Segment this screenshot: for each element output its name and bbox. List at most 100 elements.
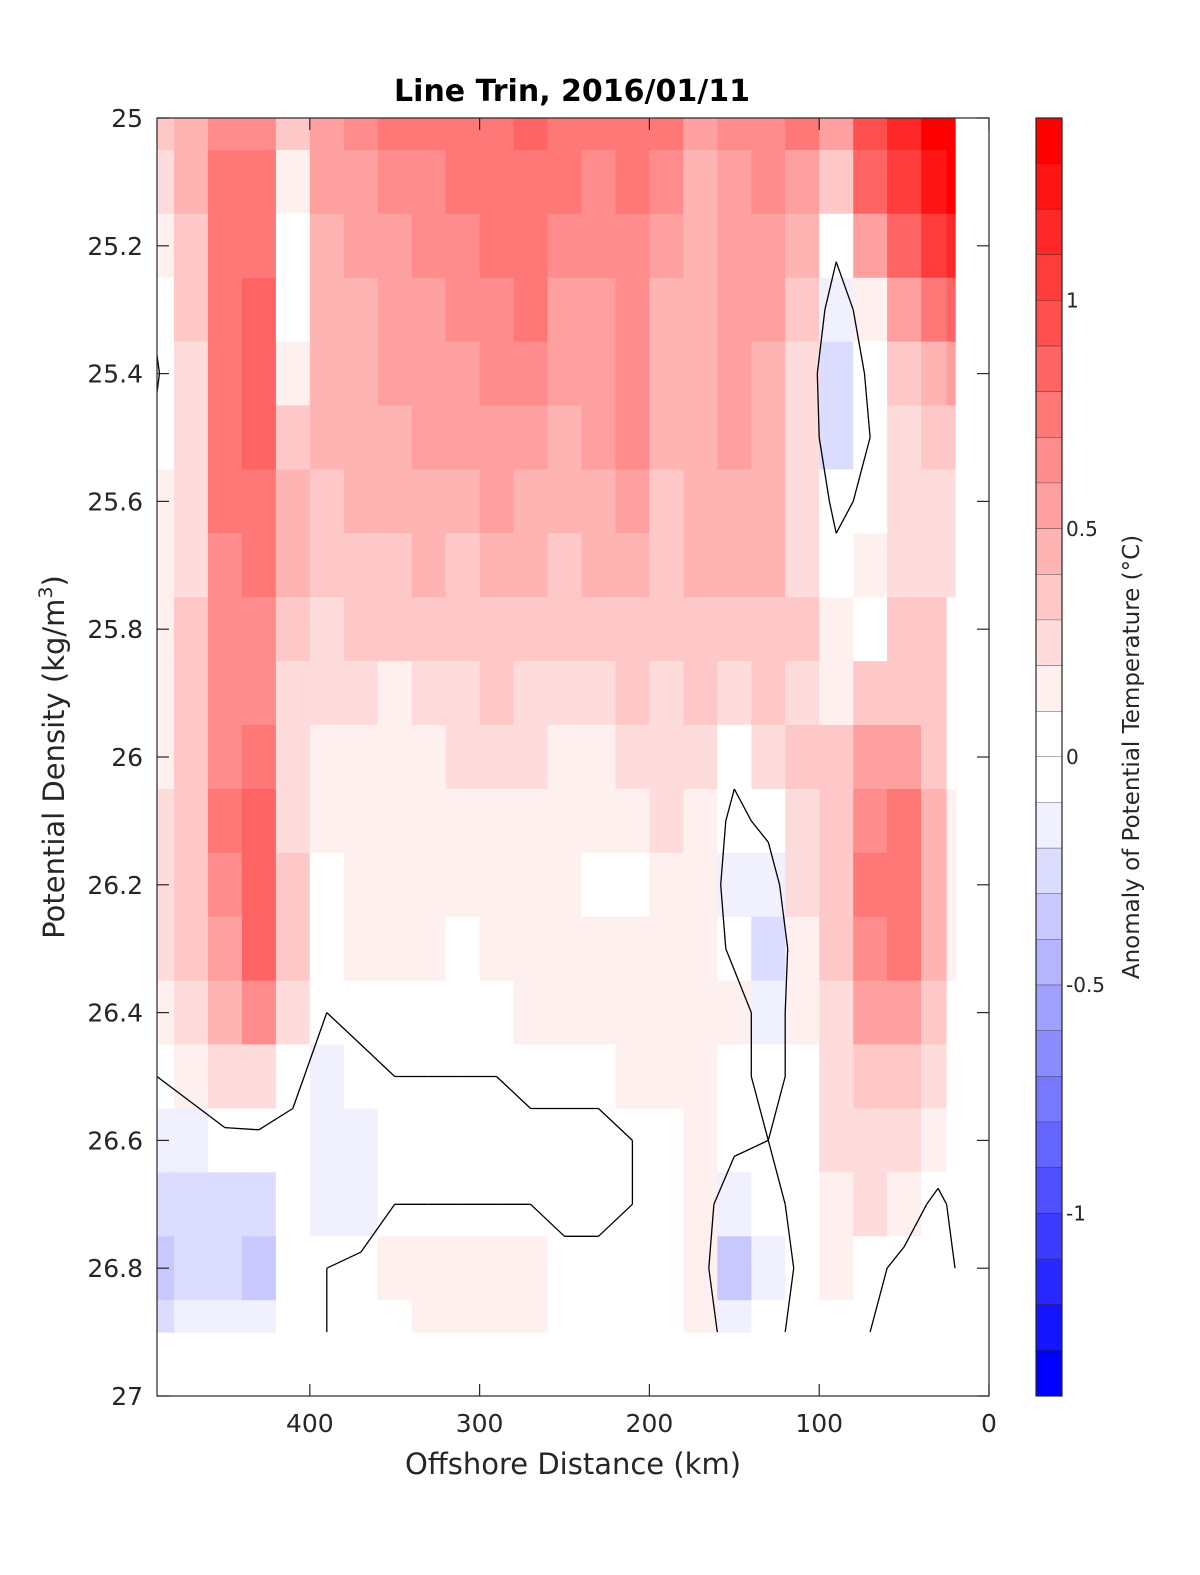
heatmap-cell (445, 661, 481, 726)
heatmap-cell (411, 852, 447, 918)
heatmap-cell (946, 405, 956, 470)
heatmap-cell (819, 533, 854, 598)
colorbar-band (1036, 209, 1062, 256)
heatmap-cell (819, 118, 854, 151)
contour-segment (784, 1268, 795, 1333)
heatmap-cell (581, 277, 617, 343)
heatmap-cell (887, 1172, 922, 1237)
heatmap-cell (377, 725, 413, 790)
colorbar-band (1036, 1030, 1062, 1077)
heatmap-cell (309, 469, 345, 534)
heatmap-cell (547, 150, 583, 215)
heatmap-cell (887, 341, 922, 407)
x-tick-label: 0 (981, 1409, 997, 1438)
heatmap-cell (581, 852, 617, 918)
heatmap-cell (513, 1044, 549, 1109)
heatmap-cell (717, 405, 752, 470)
heatmap-cell (751, 150, 786, 215)
heatmap-cell (207, 213, 243, 279)
heatmap-cell (174, 469, 209, 534)
heatmap-cell (581, 980, 617, 1046)
heatmap-cell (615, 1300, 650, 1333)
heatmap-cell (241, 1236, 277, 1301)
heatmap-cell (887, 980, 922, 1046)
heatmap-cell (785, 1044, 820, 1109)
heatmap-cell (343, 597, 379, 662)
heatmap-cell (785, 661, 820, 726)
heatmap-cell (717, 980, 752, 1046)
heatmap-cell (411, 1236, 447, 1301)
contour-segment (224, 1126, 259, 1131)
heatmap-cell (411, 980, 447, 1046)
heatmap-cell (479, 725, 515, 790)
heatmap-cell (547, 1044, 583, 1109)
heatmap-cell (649, 597, 684, 662)
heatmap-cell (649, 469, 684, 534)
heatmap-cell (751, 1300, 786, 1333)
heatmap-cell (921, 533, 948, 598)
heatmap-cell (819, 852, 854, 918)
contour-segment (725, 788, 735, 822)
heatmap-cell (174, 1300, 209, 1333)
heatmap-cell (275, 980, 311, 1046)
heatmap-cell (581, 1300, 617, 1333)
heatmap-cell (921, 1300, 948, 1333)
heatmap-cell (174, 852, 209, 918)
heatmap-cell (479, 916, 515, 982)
heatmap-cell (411, 1300, 447, 1333)
heatmap-cell (887, 213, 922, 279)
contour-segment (852, 437, 871, 502)
colorbar-band (1036, 848, 1062, 895)
heatmap-cell (946, 725, 956, 790)
heatmap-cell (683, 277, 718, 343)
heatmap-cell (241, 725, 277, 790)
colorbar-band (1036, 574, 1062, 621)
contour-segment (190, 1101, 226, 1129)
colorbar-band (1036, 985, 1062, 1032)
heatmap-cell (853, 118, 888, 151)
heatmap-cell (479, 150, 515, 215)
heatmap-cell (649, 150, 684, 215)
heatmap-cell (411, 789, 447, 854)
contour-segment (258, 1107, 294, 1131)
heatmap-cell (411, 341, 447, 407)
heatmap-cell (547, 1300, 583, 1333)
contour-segment (733, 788, 752, 822)
heatmap-cell (479, 405, 515, 470)
heatmap-cell (921, 1236, 948, 1301)
contour-segment (360, 1044, 396, 1077)
heatmap-cell (785, 852, 820, 918)
heatmap-cell (751, 469, 786, 534)
heatmap-cell (946, 980, 956, 1046)
y-tick-label: 25.2 (87, 232, 143, 261)
heatmap-cells (157, 118, 956, 1333)
heatmap-cell (241, 1044, 277, 1109)
heatmap-cell (513, 405, 549, 470)
y-axis-title-superscript: 3 (35, 586, 57, 598)
heatmap-cell (581, 341, 617, 407)
heatmap-cell (275, 1300, 311, 1333)
heatmap-cell (946, 916, 956, 982)
heatmap-cell (785, 277, 820, 343)
heatmap-cell (785, 1108, 820, 1173)
heatmap-cell (615, 469, 650, 534)
heatmap-cell (717, 725, 752, 790)
heatmap-cell (751, 661, 786, 726)
heatmap-cell (581, 1044, 617, 1109)
y-tick-label: 25.8 (87, 615, 143, 644)
heatmap-cell (445, 1300, 481, 1333)
heatmap-cell (174, 405, 209, 470)
heatmap-cell (946, 533, 956, 598)
heatmap-cell (174, 150, 209, 215)
contour-segment (778, 884, 789, 949)
heatmap-cell (581, 118, 617, 151)
heatmap-cell (445, 277, 481, 343)
heatmap-cell (683, 597, 718, 662)
heatmap-cell (275, 789, 311, 854)
heatmap-cell (717, 150, 752, 215)
heatmap-cell (343, 1236, 379, 1301)
heatmap-cell (241, 1108, 277, 1173)
heatmap-cell (785, 469, 820, 534)
heatmap-cell (649, 1044, 684, 1109)
heatmap-cell (445, 1236, 481, 1301)
